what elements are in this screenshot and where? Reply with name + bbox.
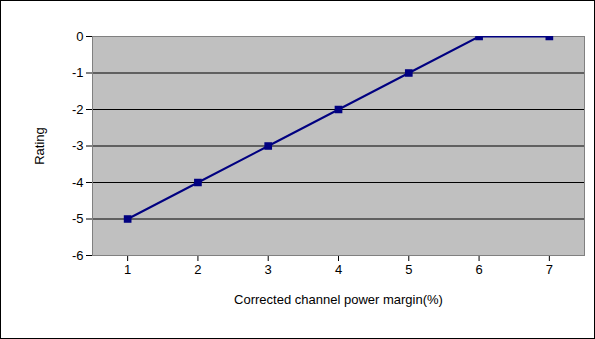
svg-text:-2: -2 xyxy=(72,102,84,117)
svg-text:1: 1 xyxy=(124,262,131,277)
svg-text:0: 0 xyxy=(76,29,83,44)
svg-text:-6: -6 xyxy=(72,248,84,263)
svg-text:2: 2 xyxy=(194,262,201,277)
svg-text:Corrected channel power margin: Corrected channel power margin(%) xyxy=(234,292,443,307)
svg-text:7: 7 xyxy=(546,262,553,277)
svg-text:Rating: Rating xyxy=(32,127,47,165)
svg-text:-4: -4 xyxy=(72,175,84,190)
svg-text:5: 5 xyxy=(405,262,412,277)
svg-text:-3: -3 xyxy=(72,138,84,153)
svg-text:-5: -5 xyxy=(72,211,84,226)
svg-text:3: 3 xyxy=(265,262,272,277)
svg-text:6: 6 xyxy=(475,262,482,277)
svg-text:-1: -1 xyxy=(72,65,84,80)
svg-text:4: 4 xyxy=(335,262,342,277)
